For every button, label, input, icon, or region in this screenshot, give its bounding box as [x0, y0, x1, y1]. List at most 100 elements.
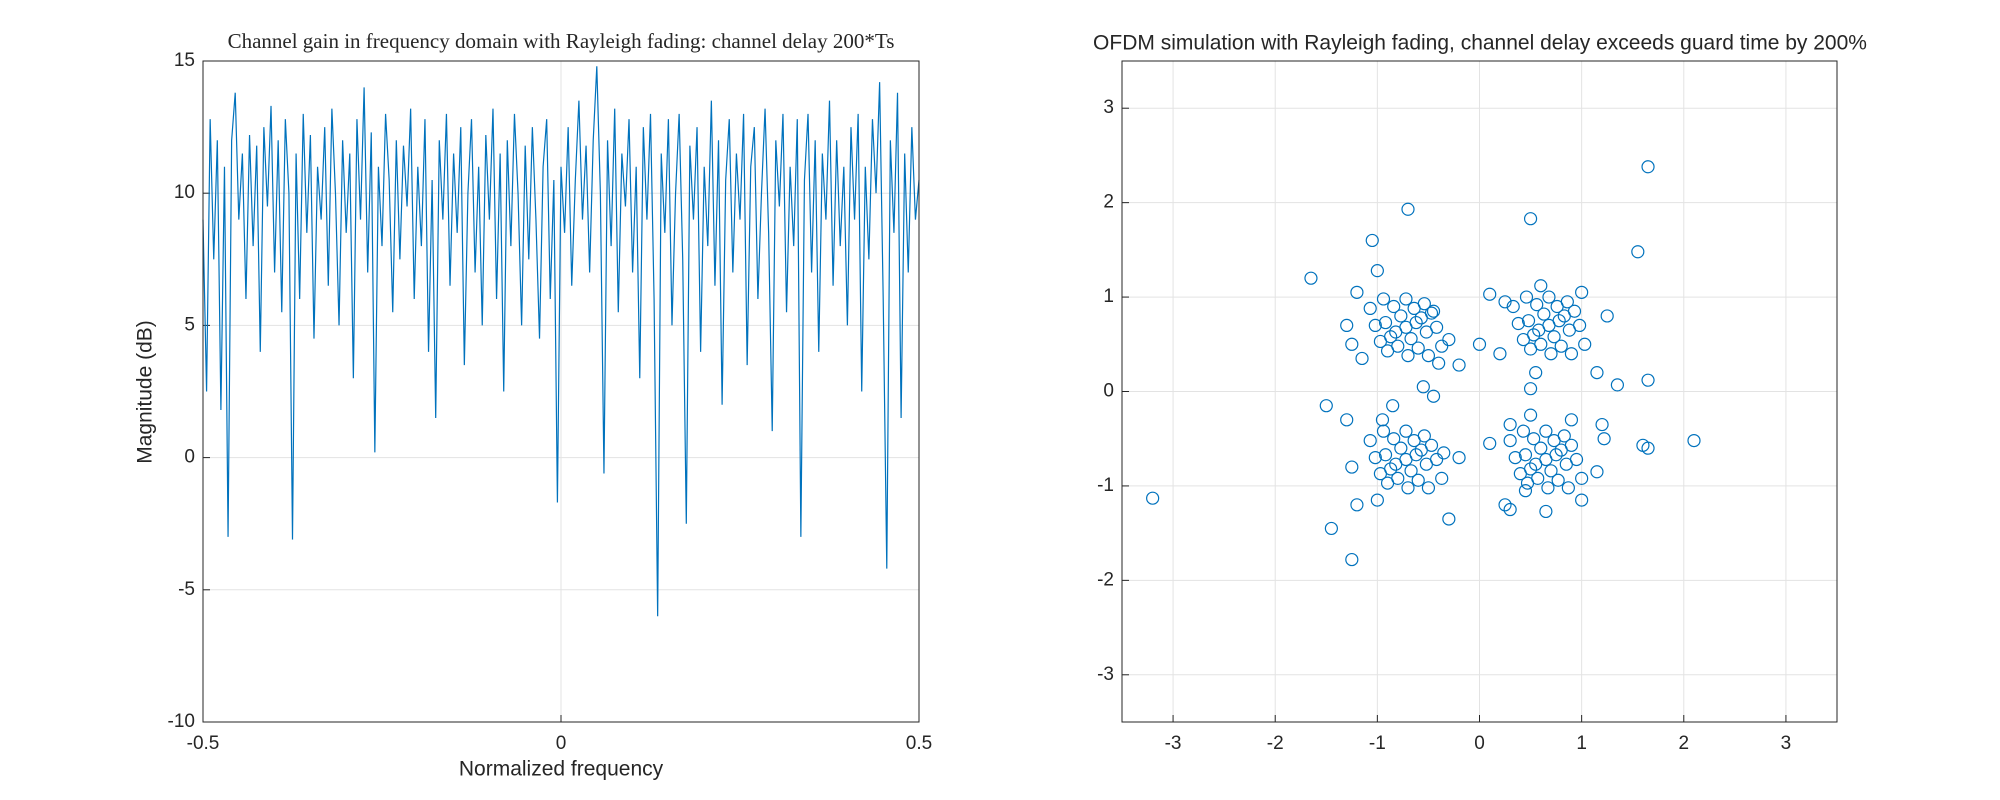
x-tick-label: 2 [1678, 733, 1689, 754]
scatter-point [1319, 399, 1333, 413]
scatter-point [1523, 212, 1538, 226]
x-tick-label: 3 [1781, 733, 1792, 754]
scatter-point [1401, 481, 1415, 495]
scatter-point [1552, 314, 1566, 328]
scatter-point [1542, 290, 1556, 304]
scatter-point [1355, 351, 1369, 366]
scatter-point [1350, 285, 1364, 299]
scatter-point [1424, 306, 1439, 320]
scatter-point [1641, 373, 1655, 387]
scatter-point [1363, 301, 1377, 316]
axes-box [1121, 60, 1838, 723]
y-axis-label: Magnitude (dB) [134, 320, 157, 464]
scatter-point [1539, 424, 1553, 438]
scatter-point [1567, 304, 1582, 318]
scatter-point [1370, 264, 1384, 278]
scatter-point [1411, 341, 1425, 355]
scatter-point [1378, 315, 1393, 330]
scatter-point [1373, 467, 1388, 481]
scatter-point [1529, 457, 1543, 471]
scatter-point [1376, 292, 1391, 306]
scatter-point [1523, 408, 1538, 422]
scatter-point [1387, 432, 1401, 446]
scatter-point [1389, 457, 1403, 471]
scatter-point [1537, 307, 1551, 321]
chart-title: OFDM simulation with Rayleigh fading, ch… [1093, 32, 1867, 55]
y-tick-label: 1 [1103, 286, 1114, 307]
scatter-point [1421, 481, 1436, 495]
scatter-point [1324, 521, 1338, 536]
y-tick-label: 10 [174, 182, 195, 203]
scatter-point [1426, 304, 1441, 318]
scatter-point [1417, 429, 1431, 443]
scatter-point [1386, 399, 1400, 413]
scatter-point [1519, 290, 1534, 304]
scatter-point [1520, 476, 1535, 490]
scatter-point [1411, 473, 1425, 487]
scatter-point [1595, 417, 1609, 432]
scatter-point [1575, 471, 1589, 485]
scatter-point [1631, 245, 1645, 259]
chart-title: Channel gain in frequency domain with Ra… [228, 29, 895, 53]
scatter-point [1521, 314, 1536, 328]
x-tick-label: 0.5 [906, 733, 932, 754]
scatter-point [1432, 356, 1446, 370]
scatter-point [1516, 424, 1531, 438]
scatter-point [1549, 448, 1563, 462]
scatter-point [1503, 434, 1517, 448]
scatter-point [1523, 342, 1538, 356]
scatter-point [1409, 315, 1423, 330]
scatter-point [1380, 476, 1395, 490]
x-tick-label: -3 [1165, 733, 1182, 754]
scatter-point [1368, 451, 1382, 465]
y-tick-label: -3 [1097, 664, 1114, 685]
scatter-point [1368, 318, 1382, 332]
scatter-point [1345, 460, 1359, 474]
scatter-point [1437, 446, 1451, 460]
scatter-point [1641, 160, 1655, 174]
scatter-point [1435, 339, 1449, 353]
y-tick-label: -5 [178, 579, 195, 600]
scatter-point [1426, 389, 1441, 403]
scatter-point [1506, 299, 1520, 314]
y-tick-label: 5 [184, 314, 195, 335]
scatter-point [1530, 298, 1544, 312]
y-tick-label: 2 [1103, 192, 1114, 213]
scatter-point [1534, 279, 1548, 293]
data-line [202, 66, 920, 617]
y-tick-label: 0 [184, 447, 195, 468]
scatter-point [1564, 347, 1579, 361]
scatter-point [1380, 344, 1395, 358]
scatter-point [1340, 413, 1354, 427]
scatter-point [1424, 438, 1439, 452]
scatter-point [1435, 471, 1449, 485]
scatter-point [1513, 467, 1527, 481]
scatter-point [1523, 382, 1538, 396]
scatter-point [1404, 332, 1418, 346]
scatter-point [1532, 323, 1546, 337]
scatter-point [1516, 332, 1531, 347]
x-tick-label: 1 [1576, 733, 1587, 754]
scatter-point [1417, 297, 1431, 311]
scatter-point [1569, 452, 1584, 467]
scatter-point [1452, 451, 1466, 465]
scatter-point [1564, 438, 1579, 452]
scatter-point [1578, 337, 1592, 351]
scatter-point [1560, 295, 1574, 309]
scatter-point [1483, 287, 1497, 301]
scatter-point [1394, 441, 1408, 455]
scatter-point [1452, 358, 1466, 372]
x-tick-label: 0 [556, 733, 567, 754]
scatter-point [1401, 349, 1415, 363]
x-tick-label: 0 [1474, 733, 1485, 754]
scatter-point [1561, 481, 1575, 495]
scatter-point [1554, 339, 1568, 353]
scatter-point [1442, 512, 1456, 526]
scatter-point [1518, 448, 1533, 462]
scatter-point [1590, 465, 1604, 479]
scatter-point [1641, 441, 1655, 455]
scatter-point [1404, 464, 1418, 478]
scatter-point [1572, 318, 1587, 332]
scatter-point [1389, 325, 1403, 339]
scatter-point [1373, 334, 1388, 349]
